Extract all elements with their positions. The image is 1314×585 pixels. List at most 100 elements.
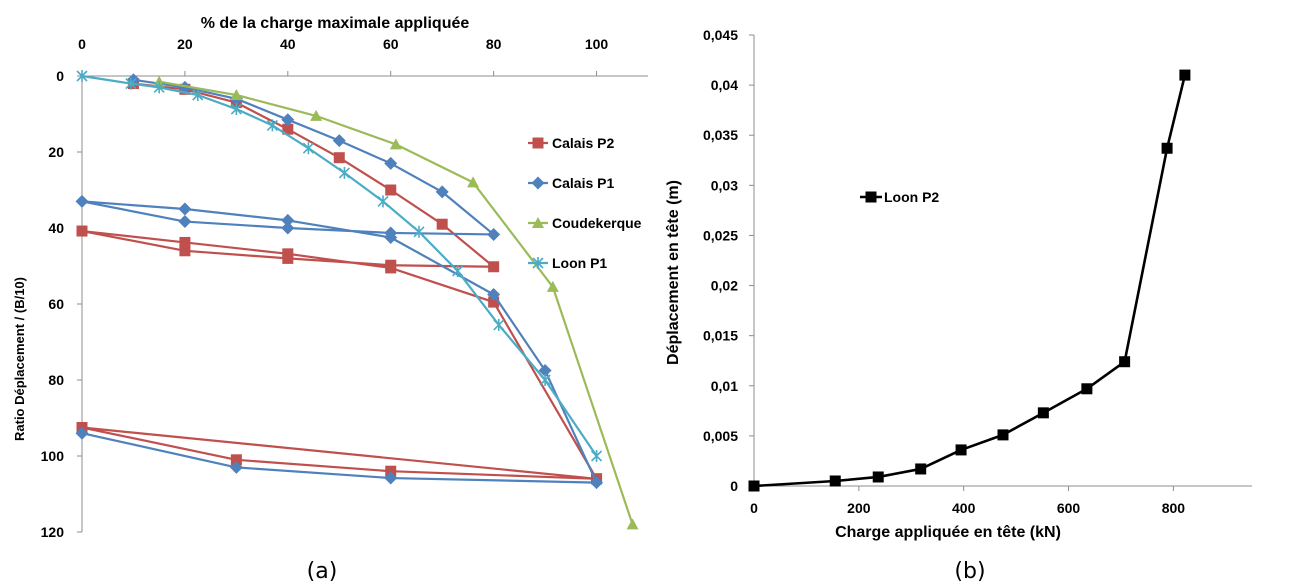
x-tick-label: 20 [177, 36, 193, 52]
data-point [333, 152, 345, 164]
series-line [81, 74, 598, 457]
data-point [179, 236, 191, 248]
chart-a: 0 20 40 60 80 100 0 20 40 60 80 100 120 % de la charg… [12, 15, 648, 584]
data-point [178, 215, 192, 229]
data-point [310, 109, 323, 121]
y-tick-label: 0,01 [711, 378, 738, 394]
data-point [1081, 383, 1093, 395]
data-point [282, 248, 294, 260]
data-point [955, 444, 967, 456]
legend-entry: Loon P1 [552, 255, 607, 271]
y-tick-label: 40 [48, 220, 64, 236]
data-point [487, 227, 501, 241]
y-axis-title: Déplacement en tête (m) [665, 180, 682, 365]
legend-marker [532, 257, 544, 269]
x-tick-label: 0 [750, 500, 758, 516]
data-point [75, 194, 89, 208]
data-point [266, 119, 278, 132]
y-tick-label: 0 [730, 478, 738, 494]
legend-entry: Calais P1 [552, 175, 614, 191]
legend-marker [531, 176, 545, 190]
data-point [302, 142, 314, 155]
data-point [546, 280, 559, 292]
x-tick-label: 0 [78, 36, 86, 52]
series-calais-p1 [75, 73, 604, 490]
data-point [389, 138, 402, 150]
data-point [1037, 407, 1049, 419]
x-tick-label: 400 [952, 500, 976, 516]
data-point [178, 202, 192, 216]
data-point [76, 225, 88, 237]
data-point [384, 156, 398, 170]
data-point [1161, 142, 1173, 154]
data-point [452, 264, 464, 277]
data-point [493, 318, 505, 331]
data-point [385, 262, 397, 274]
x-tick-label: 60 [383, 36, 399, 52]
series-loon-p1 [76, 70, 603, 462]
x-tick-label: 40 [280, 36, 296, 52]
data-point [282, 123, 294, 135]
data-point [76, 70, 88, 82]
x-tick-label: 80 [486, 36, 502, 52]
data-point [178, 80, 192, 94]
y-tick-label: 0,005 [703, 428, 738, 444]
y-tick-label: 0,015 [703, 328, 738, 344]
data-point [377, 195, 389, 208]
x-tick-label: 200 [847, 500, 871, 516]
data-point [488, 296, 500, 308]
data-point [488, 261, 500, 273]
data-point [230, 103, 242, 116]
data-point [435, 185, 449, 199]
y-tick-label: 60 [48, 296, 64, 312]
legend-marker [532, 217, 544, 228]
data-point [179, 245, 191, 257]
data-point [748, 480, 760, 492]
y-axis-title: Ratio Déplacement / (B/10) [12, 277, 27, 441]
y-tick-label: 0 [56, 68, 64, 84]
data-point [1119, 356, 1131, 368]
data-point [230, 89, 243, 100]
data-point [192, 89, 204, 101]
data-point [915, 463, 927, 475]
data-point [384, 231, 398, 244]
x-tick-label: 100 [585, 36, 609, 52]
series-line [753, 74, 1187, 488]
data-point [153, 81, 165, 94]
data-point [538, 364, 552, 377]
y-tick-label: 20 [48, 144, 64, 160]
y-tick-label: 120 [41, 524, 65, 540]
legend-marker [532, 137, 544, 149]
legend-entry: Coudekerque [552, 215, 642, 231]
data-point [539, 374, 551, 386]
data-point [281, 213, 295, 227]
legend-entry: Calais P2 [552, 135, 614, 151]
data-point [338, 166, 350, 179]
y-tick-label: 0,035 [703, 127, 738, 143]
y-tick-label: 100 [41, 448, 65, 464]
data-point [125, 77, 137, 90]
data-point [997, 429, 1009, 441]
y-tick-label: 0,02 [711, 278, 738, 294]
data-point [590, 476, 604, 490]
data-point [413, 225, 425, 238]
x-axis-title: Charge appliquée en tête (kN) [835, 524, 1061, 541]
data-point [385, 184, 397, 196]
data-point [332, 134, 346, 148]
data-point [436, 218, 448, 230]
data-point [230, 454, 242, 466]
series-loon-p2 [748, 69, 1191, 492]
y-tick-label: 0,04 [711, 77, 738, 93]
panel-label-a: (a) [307, 559, 338, 584]
panel-label-b: (b) [954, 559, 985, 584]
x-tick-label: 800 [1162, 500, 1186, 516]
x-axis-title: % de la charge maximale appliquée [201, 15, 470, 32]
data-point [467, 176, 480, 188]
data-point [590, 450, 603, 462]
data-point [229, 460, 243, 474]
chart-b: 0 200 400 600 800 0 0,005 0,01 0,015 0,02 0,025 0,0… [665, 27, 1252, 584]
data-point [626, 518, 639, 530]
legend-entry: Loon P2 [884, 189, 939, 205]
data-point [75, 426, 89, 440]
